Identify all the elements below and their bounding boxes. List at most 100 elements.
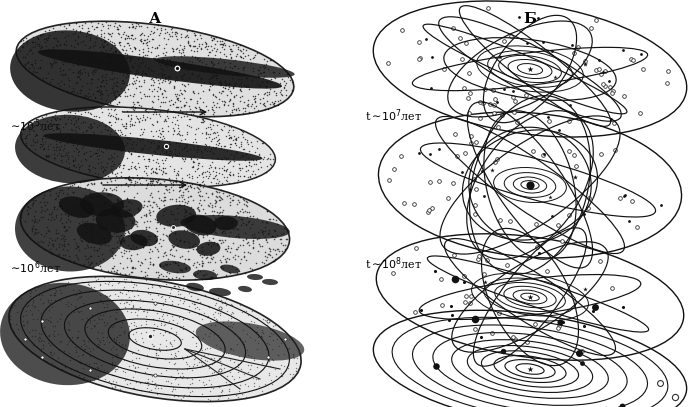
Point: [83, 244, 94, 250]
Point: [188, 363, 199, 370]
Point: [36, 31, 47, 37]
Point: [461, 39, 472, 46]
Point: [427, 53, 438, 60]
Point: [102, 242, 113, 248]
Point: [128, 122, 139, 129]
Point: [168, 124, 179, 131]
Point: [122, 140, 133, 147]
Point: [186, 300, 197, 306]
Point: [237, 326, 248, 333]
Point: [57, 136, 69, 143]
Point: [93, 160, 104, 166]
Point: [164, 98, 175, 104]
Point: [224, 229, 235, 235]
Point: [226, 74, 237, 81]
Point: [188, 301, 199, 307]
Point: [124, 294, 135, 300]
Point: [183, 194, 194, 200]
Point: [44, 239, 55, 245]
Point: [273, 69, 284, 76]
Point: [173, 62, 184, 69]
Point: [207, 385, 218, 392]
Point: [106, 249, 117, 256]
Point: [73, 183, 84, 190]
Point: [33, 120, 44, 126]
Point: [147, 138, 158, 145]
Point: [30, 216, 41, 222]
Point: [251, 329, 262, 335]
Point: [83, 344, 94, 351]
Point: [195, 148, 206, 154]
Text: t$\sim\!10^7$лет: t$\sim\!10^7$лет: [365, 107, 422, 124]
Point: [99, 123, 111, 129]
Point: [92, 76, 104, 82]
Point: [64, 350, 75, 357]
Point: [670, 393, 681, 400]
Point: [224, 172, 235, 178]
Point: [131, 20, 142, 26]
Point: [27, 342, 38, 348]
Point: [257, 101, 268, 107]
Point: [452, 153, 463, 159]
Point: [153, 282, 164, 289]
Point: [208, 106, 219, 113]
Point: [277, 242, 288, 248]
Point: [153, 32, 164, 38]
Point: [167, 44, 178, 51]
Point: [204, 173, 215, 179]
Point: [216, 127, 228, 133]
Point: [200, 40, 211, 47]
Point: [111, 75, 122, 81]
Point: [220, 78, 231, 85]
Point: [96, 180, 107, 186]
Point: [77, 94, 88, 101]
Point: [191, 98, 202, 105]
Point: [88, 346, 99, 352]
Point: [182, 28, 193, 34]
Point: [163, 269, 174, 276]
Point: [111, 267, 122, 273]
Point: [60, 152, 71, 158]
Point: [97, 43, 108, 50]
Point: [89, 288, 100, 295]
Point: [171, 177, 182, 183]
Point: [44, 59, 55, 66]
Point: [199, 292, 210, 298]
Point: [199, 39, 211, 46]
Point: [113, 99, 125, 105]
Point: [213, 237, 224, 243]
Point: [214, 358, 225, 364]
Point: [197, 260, 209, 266]
Point: [20, 139, 32, 146]
Point: [196, 154, 207, 160]
Point: [38, 300, 49, 306]
Point: [88, 164, 99, 170]
Point: [27, 138, 38, 144]
Point: [211, 208, 223, 215]
Point: [153, 145, 164, 151]
Point: [577, 360, 588, 367]
Point: [104, 156, 115, 162]
Point: [274, 80, 286, 86]
Point: [72, 60, 83, 67]
Point: [84, 367, 95, 373]
Point: [127, 36, 139, 43]
Point: [146, 75, 158, 81]
Point: [240, 202, 251, 208]
Point: [100, 53, 111, 59]
Point: [112, 175, 123, 181]
Point: [26, 60, 37, 67]
Point: [253, 330, 264, 337]
Point: [193, 206, 204, 213]
Point: [25, 142, 36, 148]
Point: [103, 293, 114, 299]
Point: [118, 368, 129, 375]
Point: [197, 99, 208, 106]
Point: [261, 208, 272, 215]
Point: [580, 61, 591, 67]
Point: [109, 44, 120, 51]
Point: [116, 324, 127, 331]
Point: [158, 87, 169, 93]
Point: [117, 286, 128, 292]
Point: [137, 244, 148, 251]
